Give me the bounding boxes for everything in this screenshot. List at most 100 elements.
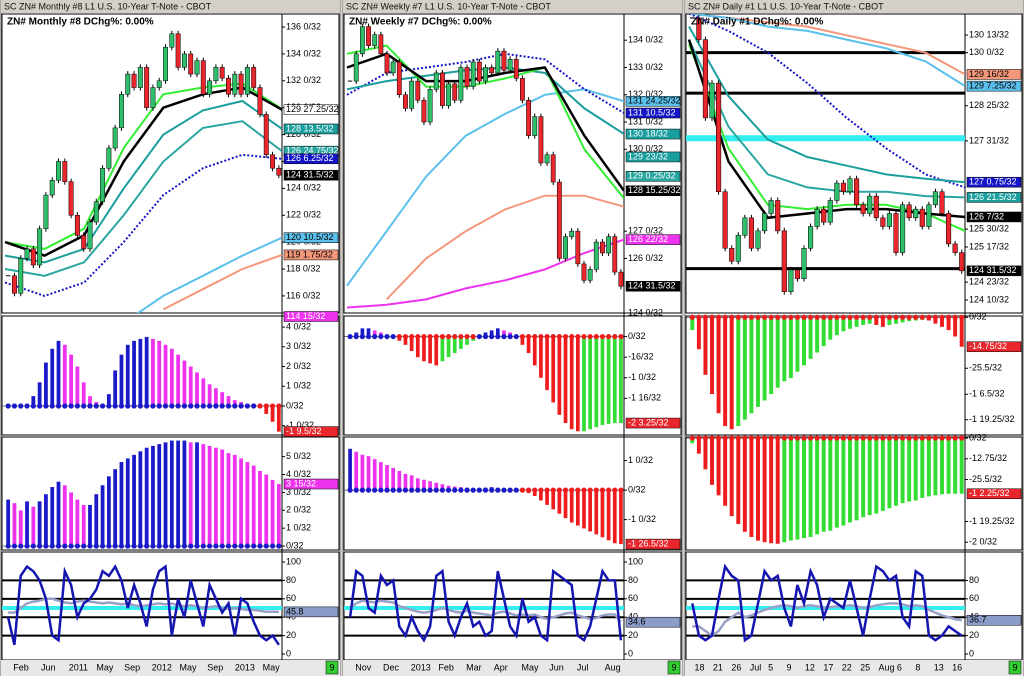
histogram-bar [276, 405, 281, 432]
zero-dot [37, 403, 43, 409]
histogram-bar [62, 485, 67, 547]
zero-dot [781, 435, 787, 441]
zero-dot [860, 435, 866, 441]
value-tag [966, 80, 1022, 92]
candle [840, 182, 846, 192]
histogram-bar [710, 317, 714, 395]
zero-dot [945, 435, 952, 441]
zero-dot [801, 435, 807, 441]
histogram-bar [907, 438, 912, 502]
candle [556, 181, 562, 259]
zero-dot [489, 333, 495, 340]
zero-dot [55, 403, 62, 409]
candle [415, 80, 421, 101]
date-label: 2013 [411, 662, 431, 672]
zero-dot [181, 403, 188, 409]
zero-dot [827, 435, 833, 441]
histogram-bar [446, 336, 451, 358]
candle [366, 26, 371, 46]
zero-dot [402, 333, 409, 340]
moving-average [688, 14, 965, 189]
axis-tick-label: -1 19.25/32 [969, 414, 1015, 424]
axis-tick-label: -25.5/32 [969, 474, 1002, 484]
zero-dot [62, 543, 68, 549]
candle [452, 83, 458, 101]
candle [421, 99, 427, 123]
value-tag [966, 192, 1022, 203]
zero-dot [118, 403, 125, 409]
histogram-bar [157, 340, 162, 406]
candle [112, 127, 118, 149]
zero-dot [919, 435, 925, 441]
histogram-bar [226, 396, 231, 406]
zero-dot [464, 487, 470, 493]
histogram-bar [207, 445, 212, 547]
date-label: 17 [823, 662, 833, 672]
histogram-bar [440, 336, 445, 362]
zero-dot [834, 435, 840, 441]
zero-dot [761, 435, 768, 441]
histogram-bar [821, 438, 826, 532]
histogram-bar [176, 440, 181, 547]
histogram-bar [861, 317, 866, 325]
histogram-bar [532, 490, 537, 497]
zero-dot [507, 333, 513, 340]
zero-dot [194, 403, 200, 409]
value-tag [966, 341, 1022, 353]
histogram-bar [391, 467, 396, 491]
zero-dot [347, 333, 353, 340]
zero-dot [43, 543, 49, 549]
histogram-bar [716, 438, 721, 496]
histogram-bar [926, 438, 931, 497]
value-tag-label: 126 7/32 [969, 211, 1004, 221]
histogram-bar [264, 474, 269, 547]
histogram-bar [409, 336, 414, 351]
date-label: Aug [605, 662, 621, 672]
zero-dot [880, 314, 886, 320]
value-tag [625, 151, 681, 163]
panel-title: SC ZN# Weekly #7 L1 U.S. 10-Year T-Note … [346, 1, 551, 11]
zero-dot [439, 333, 446, 340]
value-tag-label: 124 31.5/32 [286, 170, 334, 180]
zero-dot [867, 435, 873, 441]
histogram-bar [775, 438, 780, 544]
value-tag [625, 107, 681, 119]
zero-dot [722, 314, 728, 320]
histogram-bar [953, 438, 958, 494]
candle [854, 178, 860, 206]
axis-tick-label: 122 0/32 [286, 210, 321, 220]
histogram-bar [729, 317, 734, 430]
histogram-bar [557, 336, 562, 415]
histogram-bar [874, 438, 879, 514]
zero-dot [618, 487, 624, 493]
histogram-bar [94, 494, 99, 547]
zero-dot [18, 543, 24, 549]
date-label: Jun [41, 662, 56, 672]
candle [433, 72, 439, 90]
pane [1, 315, 340, 436]
histogram-bar [182, 360, 187, 406]
zero-dot [696, 435, 702, 441]
zero-dot [715, 435, 722, 441]
candle [93, 201, 99, 223]
histogram-bar [569, 490, 574, 523]
histogram-bar [163, 344, 168, 406]
zero-dot [945, 314, 952, 320]
axis-tick-label: -1 0/32 [628, 372, 656, 382]
axis-tick-label: 133 0/32 [628, 62, 663, 72]
histogram-bar [428, 336, 432, 364]
zero-dot [932, 314, 939, 320]
axis-tick-label: 100 [286, 556, 301, 566]
value-tag [966, 176, 1022, 188]
zero-dot [439, 487, 446, 493]
axis-tick-label: 1 0/32 [286, 523, 311, 533]
corner-label: 9 [1012, 662, 1017, 672]
histogram-bar [582, 490, 586, 529]
zero-dot [384, 487, 390, 493]
histogram-bar [612, 490, 617, 544]
zero-dot [873, 435, 879, 441]
histogram-bar [37, 382, 42, 406]
osc-line [348, 568, 623, 643]
zero-dot [525, 333, 532, 340]
date-label: Nov [355, 662, 372, 672]
